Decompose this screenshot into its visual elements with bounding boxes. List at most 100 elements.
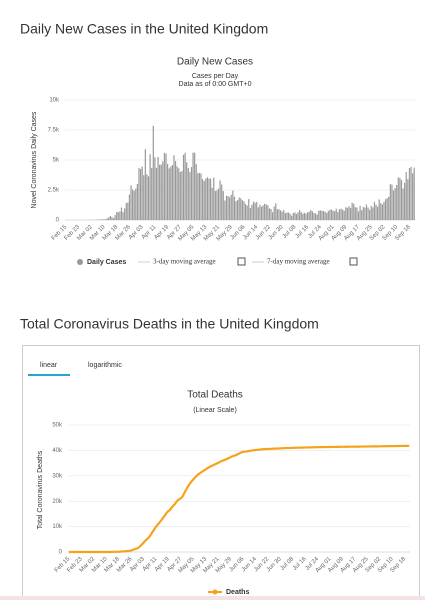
bar (170, 166, 172, 220)
bar (281, 211, 283, 220)
legend-label[interactable]: 3-day moving average (153, 258, 216, 266)
bar (399, 178, 401, 220)
bar (254, 202, 256, 220)
bar (334, 211, 336, 220)
bar (108, 217, 110, 220)
bar (194, 152, 196, 220)
bar (380, 203, 382, 220)
bar (324, 211, 326, 220)
chart-subtitle: (Linear Scale) (193, 407, 237, 414)
legend-label[interactable]: 7-day moving average (267, 258, 330, 266)
bar (217, 188, 220, 220)
bar (159, 164, 161, 220)
legend-label[interactable]: Daily Cases (87, 259, 126, 266)
bar (407, 179, 409, 220)
bar (230, 194, 232, 220)
y-tick-label: 30k (52, 473, 63, 479)
bar (241, 200, 243, 220)
tab[interactable]: logarithmic (88, 362, 122, 369)
bar (313, 213, 315, 220)
bar (244, 204, 247, 220)
bar (372, 207, 374, 220)
bar (200, 173, 202, 220)
bar (124, 208, 126, 220)
bar (348, 206, 350, 220)
bar (278, 209, 280, 220)
bar (233, 196, 236, 220)
bar (182, 154, 185, 220)
y-tick-label: 7.5k (48, 128, 60, 134)
y-axis-label: Total Coronavirus Deaths (37, 450, 44, 529)
bar (143, 175, 145, 220)
chart-panel (22, 345, 420, 600)
bar (195, 164, 197, 220)
bar (211, 187, 213, 220)
bar (359, 205, 361, 220)
bar (173, 155, 175, 220)
bar (322, 211, 325, 220)
tab[interactable]: linear (40, 362, 58, 369)
bar (262, 205, 264, 220)
bar (289, 213, 291, 220)
bar (356, 207, 358, 220)
checkbox[interactable] (349, 257, 358, 266)
x-tick-label: Jun 30 (268, 224, 285, 241)
y-tick-label: 50k (52, 423, 63, 429)
bar (179, 172, 181, 220)
bar (98, 219, 100, 220)
bar (120, 207, 123, 220)
bar (396, 184, 398, 220)
y-tick-label: 10k (49, 98, 60, 104)
bar (138, 168, 140, 220)
bar (168, 168, 170, 220)
bar (225, 195, 228, 220)
bar (222, 191, 224, 220)
bar (264, 203, 266, 220)
bar (206, 177, 208, 220)
bar (353, 203, 355, 220)
bar (221, 184, 223, 220)
bar (154, 157, 156, 220)
legend-label[interactable]: Deaths (226, 589, 249, 596)
bar (287, 212, 290, 220)
bar (283, 210, 285, 220)
bar (256, 201, 258, 220)
bar (232, 190, 234, 220)
bar (136, 183, 138, 220)
bar (122, 212, 124, 220)
bar (308, 211, 310, 220)
bar (391, 184, 393, 220)
checkbox[interactable] (237, 257, 246, 266)
bar (329, 209, 331, 220)
bar (184, 152, 186, 220)
bar (237, 200, 239, 220)
y-tick-label: 5k (53, 158, 60, 164)
bar (171, 165, 173, 220)
bar (369, 209, 371, 220)
bar (413, 167, 415, 220)
legend-marker (212, 589, 218, 595)
bar (272, 212, 274, 220)
bar (104, 219, 107, 220)
bar (349, 207, 352, 220)
chart-note: Data as of 0:00 GMT+0 (179, 81, 252, 88)
bar (327, 210, 329, 220)
bar (139, 169, 142, 220)
bar (402, 188, 404, 220)
bar (388, 196, 390, 220)
bar (141, 166, 143, 220)
bar (152, 125, 154, 220)
bar (284, 213, 286, 220)
bar (135, 188, 137, 220)
bar (342, 209, 344, 220)
bar (133, 190, 135, 220)
bar (249, 207, 251, 220)
bar (213, 177, 215, 220)
bar (163, 152, 166, 220)
bar (162, 161, 164, 220)
bar (251, 204, 253, 220)
bar (252, 201, 255, 220)
bar (209, 178, 212, 220)
bar (410, 166, 412, 220)
